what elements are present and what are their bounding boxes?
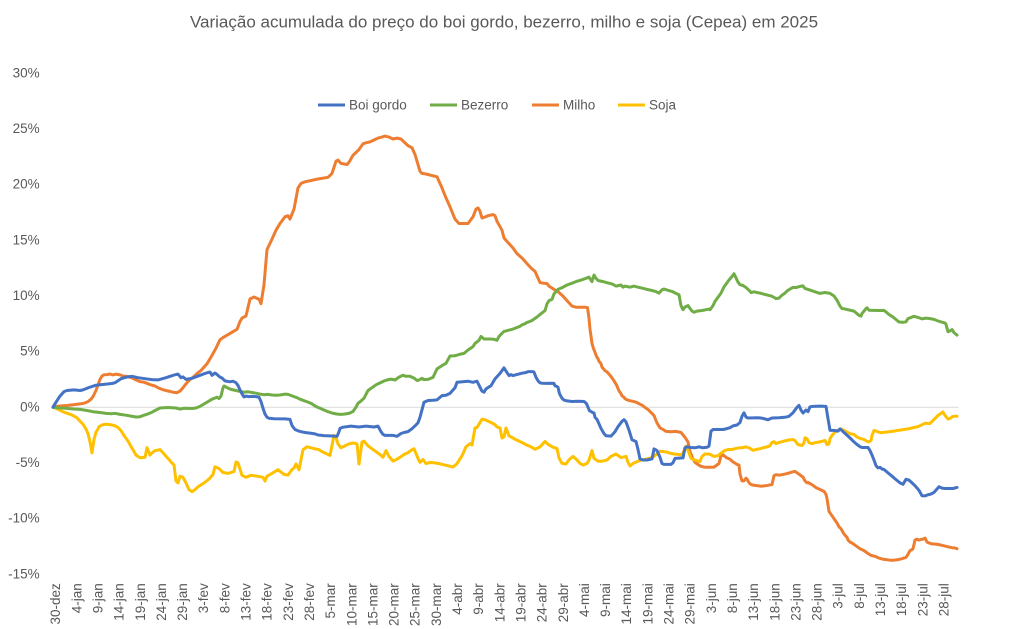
svg-text:Bezerro: Bezerro <box>461 98 508 113</box>
svg-text:28-fev: 28-fev <box>302 583 317 621</box>
svg-text:13-jul: 13-jul <box>873 583 888 616</box>
svg-text:19-mai: 19-mai <box>640 583 655 624</box>
svg-text:23-jun: 23-jun <box>788 583 803 621</box>
svg-text:29-mai: 29-mai <box>683 583 698 624</box>
svg-text:30%: 30% <box>13 65 40 80</box>
svg-text:24-jan: 24-jan <box>154 583 169 621</box>
svg-text:Milho: Milho <box>563 98 595 113</box>
svg-text:4-abr: 4-abr <box>450 583 465 615</box>
svg-text:Boi gordo: Boi gordo <box>349 98 407 113</box>
svg-text:4-jan: 4-jan <box>69 583 84 613</box>
svg-text:14-abr: 14-abr <box>492 583 507 623</box>
svg-text:10%: 10% <box>13 288 40 303</box>
svg-text:8-fev: 8-fev <box>217 583 232 613</box>
svg-text:3-jun: 3-jun <box>704 583 719 613</box>
svg-text:18-jul: 18-jul <box>894 583 909 616</box>
svg-text:25-mar: 25-mar <box>408 583 423 626</box>
svg-text:15-mar: 15-mar <box>365 583 380 626</box>
svg-text:23-fev: 23-fev <box>281 583 296 621</box>
svg-text:24-mai: 24-mai <box>661 583 676 624</box>
svg-text:19-abr: 19-abr <box>513 583 528 623</box>
svg-text:15%: 15% <box>13 232 40 247</box>
svg-text:-5%: -5% <box>16 455 40 470</box>
svg-text:4-mai: 4-mai <box>577 583 592 617</box>
svg-text:30-mar: 30-mar <box>429 583 444 626</box>
svg-text:29-jan: 29-jan <box>175 583 190 621</box>
svg-text:8-jul: 8-jul <box>852 583 867 609</box>
svg-text:25%: 25% <box>13 121 40 136</box>
svg-text:3-fev: 3-fev <box>196 583 211 613</box>
svg-text:9-abr: 9-abr <box>471 583 486 615</box>
svg-text:23-jul: 23-jul <box>915 583 930 616</box>
svg-text:5-mar: 5-mar <box>323 583 338 619</box>
svg-text:9-jan: 9-jan <box>90 583 105 613</box>
svg-text:19-jan: 19-jan <box>133 583 148 621</box>
svg-text:14-jan: 14-jan <box>112 583 127 621</box>
svg-text:24-abr: 24-abr <box>535 583 550 623</box>
svg-text:9-mai: 9-mai <box>598 583 613 617</box>
svg-text:14-mai: 14-mai <box>619 583 634 624</box>
svg-text:5%: 5% <box>20 344 40 359</box>
svg-text:18-jun: 18-jun <box>767 583 782 621</box>
svg-text:28-jun: 28-jun <box>810 583 825 621</box>
svg-text:10-mar: 10-mar <box>344 583 359 626</box>
svg-text:30-dez: 30-dez <box>48 583 63 625</box>
svg-text:8-jun: 8-jun <box>725 583 740 613</box>
svg-text:0%: 0% <box>20 399 40 414</box>
svg-text:20%: 20% <box>13 177 40 192</box>
svg-text:18-fev: 18-fev <box>260 583 275 621</box>
svg-text:29-abr: 29-abr <box>556 583 571 623</box>
svg-text:3-jul: 3-jul <box>831 583 846 609</box>
svg-text:Soja: Soja <box>649 98 677 113</box>
svg-text:-10%: -10% <box>8 511 40 526</box>
svg-text:-15%: -15% <box>8 566 40 581</box>
svg-text:13-fev: 13-fev <box>238 583 253 621</box>
svg-text:Variação acumulada do preço do: Variação acumulada do preço do boi gordo… <box>190 13 818 32</box>
svg-text:20-mar: 20-mar <box>387 583 402 626</box>
svg-text:28-jul: 28-jul <box>936 583 951 616</box>
svg-text:13-jun: 13-jun <box>746 583 761 621</box>
